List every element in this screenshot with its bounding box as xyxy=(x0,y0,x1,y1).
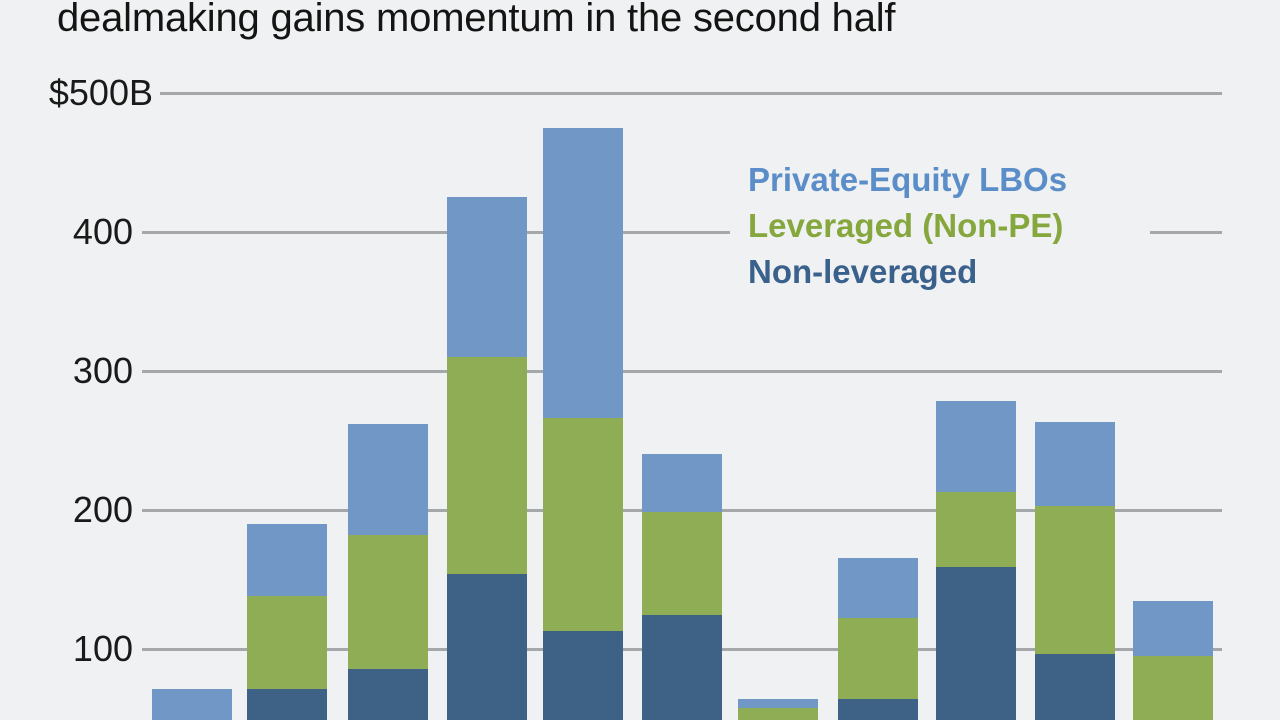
bar-3 xyxy=(348,423,428,720)
bar-segment xyxy=(447,573,527,720)
bar-segment xyxy=(936,401,1016,492)
bar-5 xyxy=(543,127,623,720)
bar-segment xyxy=(543,127,623,419)
bar-segment xyxy=(247,688,327,720)
bar-segment xyxy=(642,512,722,616)
legend-item-non-leveraged: Non-leveraged xyxy=(748,253,978,290)
bar-segment xyxy=(1133,601,1213,656)
bar-segment xyxy=(543,418,623,631)
bar-segment xyxy=(348,669,428,720)
headline-partial-line: dealmaking gains momentum in the second … xyxy=(57,0,896,40)
bar-segment xyxy=(936,491,1016,567)
bar-segment xyxy=(838,558,918,619)
bar-segment xyxy=(738,708,818,720)
bar-segment xyxy=(348,423,428,535)
gridline-500 xyxy=(160,92,1222,95)
gridline-400 xyxy=(142,231,730,234)
bar-11 xyxy=(1133,601,1213,720)
bar-segment xyxy=(152,688,232,720)
bar-segment xyxy=(738,698,818,709)
bar-segment xyxy=(247,523,327,596)
bar-segment xyxy=(1035,422,1115,506)
bar-7 xyxy=(738,698,818,720)
bar-segment xyxy=(642,454,722,513)
bar-segment xyxy=(642,615,722,720)
bar-9 xyxy=(936,401,1016,720)
y-tick-label-100: 100 xyxy=(72,628,133,669)
bar-segment xyxy=(348,534,428,670)
bar-segment xyxy=(936,566,1016,720)
bar-segment xyxy=(1035,654,1115,720)
bar-10 xyxy=(1035,422,1115,720)
bar-segment xyxy=(247,595,327,689)
legend-item-leveraged-non-pe: Leveraged (Non-PE) xyxy=(748,207,1064,244)
legend-item-private-equity-lbos: Private-Equity LBOs xyxy=(748,161,1068,198)
chart-legend: Private-Equity LBOs Leveraged (Non-PE) N… xyxy=(748,157,1067,295)
bar-2 xyxy=(247,523,327,720)
bar-segment xyxy=(838,618,918,699)
bar-1 xyxy=(152,688,232,720)
bar-segment xyxy=(1035,505,1115,655)
bar-segment xyxy=(543,630,623,720)
bar-segment xyxy=(447,356,527,574)
bar-8 xyxy=(838,558,918,720)
y-tick-label-500: $500B xyxy=(48,72,153,113)
bar-segment xyxy=(447,197,527,357)
bar-segment xyxy=(838,698,918,720)
bar-segment xyxy=(1133,655,1213,720)
y-tick-label-300: 300 xyxy=(72,350,133,391)
bar-6 xyxy=(642,454,722,720)
bar-4 xyxy=(447,197,527,720)
gridline-400 xyxy=(1150,231,1222,234)
gridline-300 xyxy=(142,370,1222,373)
y-tick-label-200: 200 xyxy=(72,489,133,530)
y-tick-label-400: 400 xyxy=(72,211,133,252)
